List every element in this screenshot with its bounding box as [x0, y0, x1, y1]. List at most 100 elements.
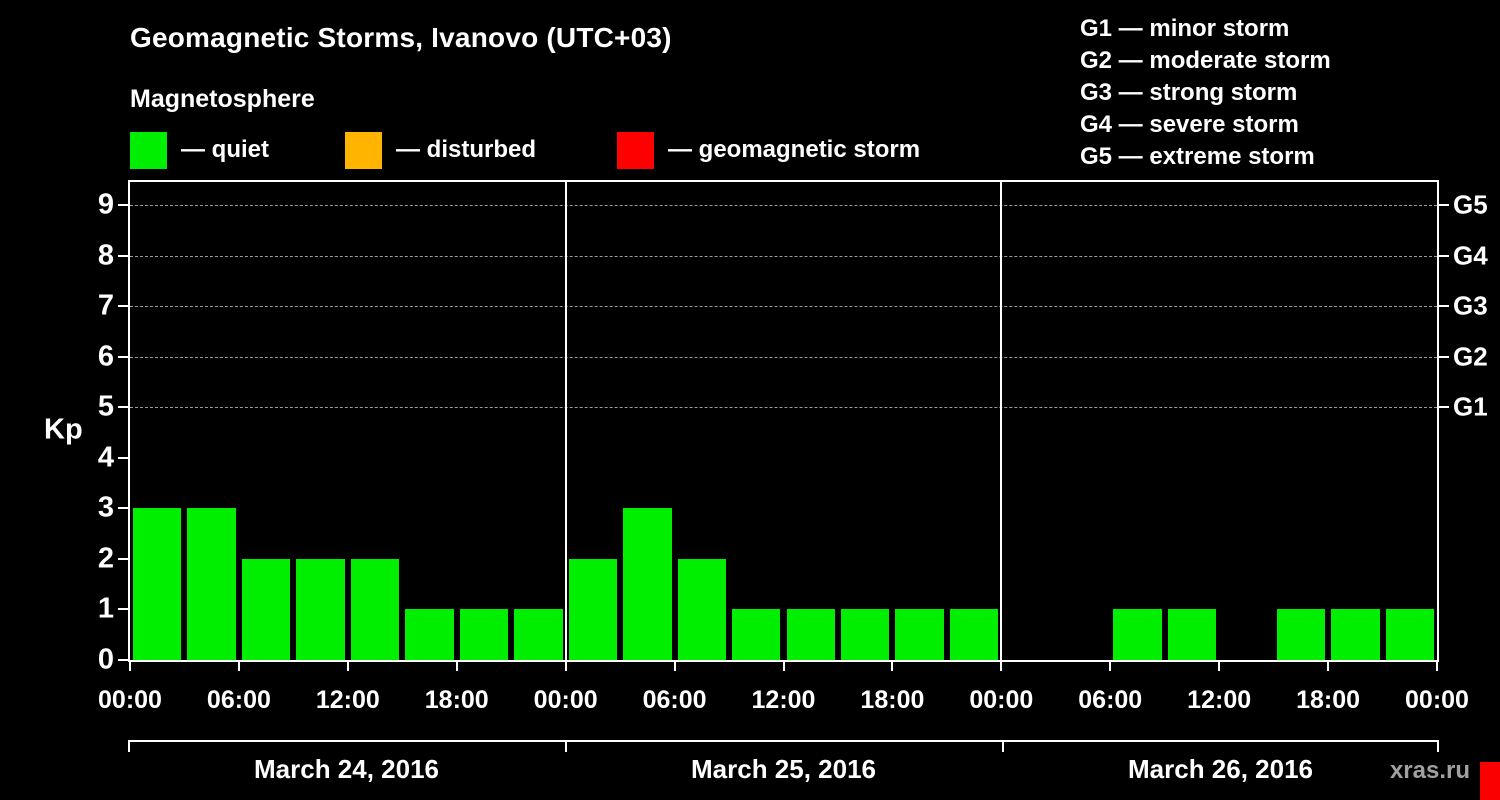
kp-bar [840, 609, 890, 660]
x-axis-time-label: 00:00 [533, 686, 598, 714]
kp-bar [296, 558, 345, 660]
x-axis-time-label: 18:00 [860, 686, 925, 714]
day-bracket-tick [128, 740, 130, 752]
y-axis-label: 5 [97, 390, 114, 423]
g-axis-tick [1439, 355, 1449, 358]
x-axis-tick [346, 662, 349, 671]
g-axis-label-G5: G5 [1453, 189, 1488, 220]
y-axis-tick [118, 659, 128, 661]
gridline-kp9 [130, 205, 1437, 207]
y-axis-tick [118, 456, 128, 459]
y-axis-label: 4 [97, 441, 114, 474]
x-axis-tick [455, 662, 458, 671]
chart-subtitle: Magnetosphere [130, 85, 315, 113]
g-axis-tick [1439, 305, 1449, 308]
y-axis-label: 0 [97, 643, 114, 676]
g-legend-line-3: G3 — strong storm [1080, 79, 1298, 106]
kp-bar [514, 609, 563, 660]
kp-bar [895, 609, 944, 660]
kp-bar [949, 609, 999, 660]
day-bracket-tick [565, 740, 567, 752]
g-axis-label-G4: G4 [1453, 240, 1488, 271]
kp-bar [350, 558, 400, 660]
day-bracket-line [128, 740, 1439, 742]
day-divider [564, 182, 567, 660]
kp-bar [677, 558, 727, 660]
x-axis-time-label: 06:00 [642, 686, 707, 714]
y-axis-label: 3 [97, 491, 114, 524]
x-axis-time-label: 00:00 [969, 686, 1034, 714]
gridline-kp7 [130, 306, 1437, 308]
kp-bar [623, 508, 672, 660]
g-legend-line-5: G5 — extreme storm [1080, 143, 1315, 170]
y-axis-tick [118, 305, 128, 308]
y-axis-label: 8 [97, 239, 114, 272]
x-axis-tick [891, 662, 894, 671]
g-axis-tick [1439, 204, 1449, 207]
kp-axis-title: Kp [44, 413, 83, 446]
kp-bar [405, 609, 454, 660]
y-axis-label: 9 [97, 188, 114, 221]
day-divider [1000, 182, 1003, 660]
legend-item-storm: — geomagnetic storm [617, 131, 920, 169]
date-label: March 25, 2016 [690, 754, 877, 784]
x-axis-tick [1436, 662, 1438, 671]
date-label: March 24, 2016 [253, 754, 440, 784]
legend-swatch-storm [617, 131, 654, 169]
x-axis-tick [673, 662, 676, 671]
x-axis-tick [237, 662, 240, 671]
x-axis-time-label: 12:00 [1187, 686, 1252, 714]
corner-red-mark [1480, 762, 1500, 800]
x-axis-time-label: 06:00 [1078, 686, 1143, 714]
y-axis-tick [118, 254, 128, 257]
y-axis-tick [118, 608, 128, 611]
kp-bar [241, 558, 291, 660]
day-bracket-tick [1002, 740, 1004, 752]
g-legend-line-1: G1 — minor storm [1080, 15, 1290, 42]
g-axis-tick [1439, 406, 1449, 409]
x-axis-time-label: 06:00 [206, 686, 271, 714]
g-axis-label-G1: G1 [1453, 391, 1488, 422]
x-axis-time-label: 12:00 [751, 686, 816, 714]
legend-item-disturbed: — disturbed [345, 131, 536, 169]
kp-bar [1167, 609, 1217, 660]
y-axis-label: 7 [97, 289, 114, 322]
watermark: xras.ru [1389, 757, 1470, 784]
x-axis-time-label: 18:00 [1296, 686, 1361, 714]
legend-label-disturbed: — disturbed [396, 136, 537, 163]
kp-bar [459, 609, 509, 660]
kp-bar [1113, 609, 1162, 660]
date-label: March 26, 2016 [1127, 754, 1314, 784]
x-axis-time-label: 18:00 [424, 686, 489, 714]
x-axis-tick [782, 662, 785, 671]
y-axis-label: 2 [97, 542, 114, 575]
y-axis-tick [118, 507, 128, 510]
x-axis-tick [129, 662, 131, 671]
gridline-kp8 [130, 255, 1437, 257]
kp-bar [786, 609, 835, 660]
legend-label-storm: — geomagnetic storm [668, 136, 921, 163]
kp-bar [1331, 609, 1380, 660]
y-axis-tick [118, 557, 128, 560]
y-axis-label: 1 [97, 592, 114, 625]
legend-swatch-disturbed [345, 131, 382, 169]
kp-bar [187, 508, 236, 660]
y-axis-tick [118, 355, 128, 358]
page-title: Geomagnetic Storms, Ivanovo (UTC+03) [130, 22, 672, 53]
x-axis-time-label: 12:00 [315, 686, 380, 714]
g-axis-label-G2: G2 [1453, 341, 1488, 372]
y-axis-tick [118, 204, 128, 207]
gridline-kp6 [130, 356, 1437, 358]
x-axis-tick [564, 662, 567, 671]
legend-swatch-quiet [130, 131, 167, 169]
g-legend-line-4: G4 — severe storm [1080, 111, 1299, 138]
gridline-kp5 [130, 407, 1437, 409]
x-axis-time-label: 00:00 [98, 686, 162, 714]
kp-bar [1276, 609, 1326, 660]
y-axis-tick [118, 406, 128, 409]
day-bracket-tick [1437, 740, 1439, 752]
kp-bar [1385, 609, 1434, 660]
g-axis-label-G3: G3 [1453, 290, 1488, 321]
x-axis-tick [1218, 662, 1221, 671]
x-axis-tick [1109, 662, 1112, 671]
